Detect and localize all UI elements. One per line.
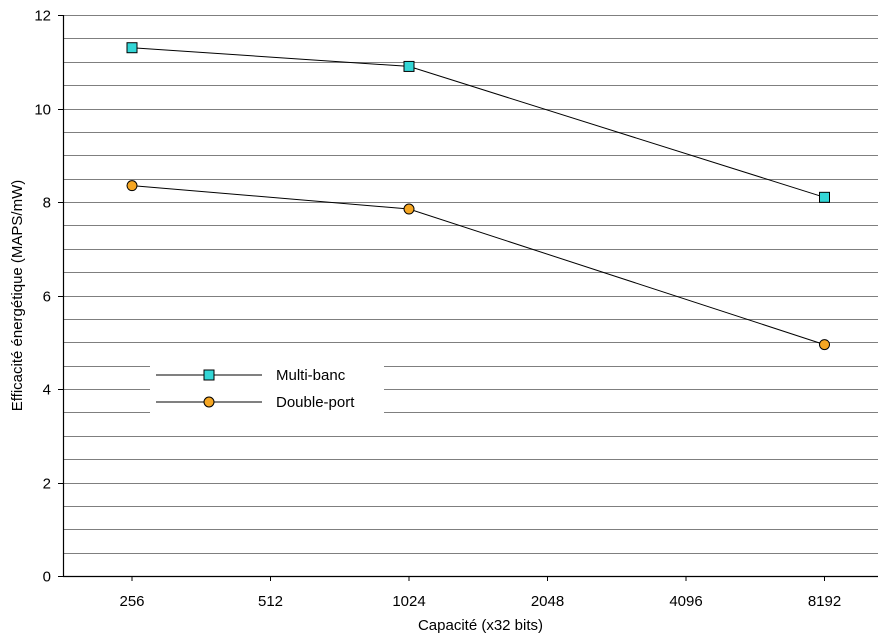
x-tick-label: 256	[119, 593, 144, 610]
legend-item: Multi-banc	[156, 367, 346, 384]
data-point	[819, 191, 830, 203]
y-tick-label: 8	[43, 195, 51, 212]
y-tick-label: 6	[43, 289, 51, 306]
axes	[62, 15, 878, 578]
x-tick-label: 4096	[669, 593, 702, 610]
legend: Multi-banc Double-port	[150, 362, 384, 414]
series-2	[126, 180, 830, 351]
y-tick-label: 2	[43, 476, 51, 493]
y-tick-label: 10	[34, 102, 51, 119]
x-axis-title: Capacité (x32 bits)	[418, 617, 543, 634]
x-tick-label: 2048	[531, 593, 564, 610]
legend-label: Multi-banc	[276, 367, 346, 384]
legend-item: Double-port	[156, 394, 355, 411]
legend-marker	[203, 369, 215, 381]
series-line	[131, 47, 825, 198]
series-1	[126, 42, 830, 203]
x-tick-label: 1024	[392, 593, 425, 610]
y-tick-labels: 0 2 4 6 8 10 12	[34, 8, 63, 586]
data-point	[126, 180, 138, 192]
data-point	[819, 339, 830, 351]
x-tick-labels: 256 512 1024 2048 4096 8192	[119, 576, 841, 610]
data-point	[403, 60, 415, 72]
y-tick-label: 0	[43, 569, 51, 586]
data-point	[126, 42, 138, 54]
legend-box	[150, 362, 384, 414]
y-tick-label: 12	[34, 8, 51, 25]
y-axis-title: Efficacité énergétique (MAPS/mW)	[9, 180, 26, 411]
data-point	[403, 203, 415, 215]
y-tick-label: 4	[43, 382, 51, 399]
x-tick-label: 8192	[808, 593, 841, 610]
x-tick-label: 512	[258, 593, 283, 610]
series-group	[126, 42, 830, 351]
legend-label: Double-port	[276, 394, 355, 411]
gridlines	[63, 15, 878, 554]
legend-marker	[203, 396, 215, 408]
series-line	[131, 185, 825, 346]
